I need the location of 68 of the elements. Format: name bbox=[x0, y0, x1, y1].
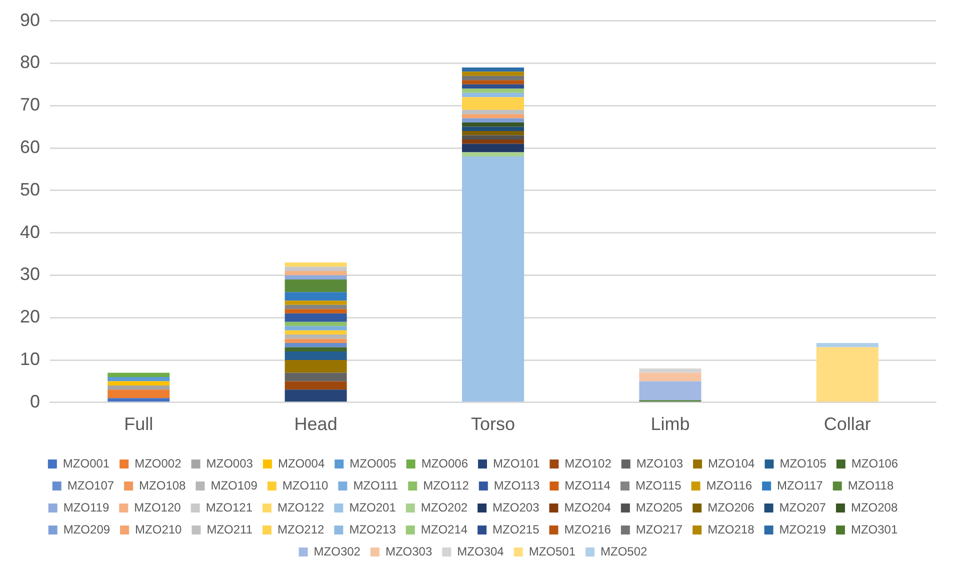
legend-label: MZO110 bbox=[282, 478, 329, 492]
legend-label: MZO502 bbox=[600, 544, 648, 558]
y-tick-label: 30 bbox=[20, 264, 40, 284]
x-tick-label: Collar bbox=[824, 414, 871, 434]
y-tick-label: 50 bbox=[20, 179, 40, 200]
legend-label: MZO002 bbox=[134, 456, 182, 470]
legend-label: MZO206 bbox=[708, 500, 755, 514]
legend-label: MZO209 bbox=[63, 522, 110, 536]
legend-label: MZO302 bbox=[314, 544, 361, 558]
x-tick-label: Full bbox=[124, 414, 154, 434]
legend-label: MZO213 bbox=[349, 522, 396, 536]
legend-label: MZO301 bbox=[850, 522, 898, 536]
legend-label: MZO004 bbox=[278, 456, 325, 470]
legend-label: MZO117 bbox=[777, 478, 824, 492]
legend-label: MZO005 bbox=[350, 456, 397, 470]
legend-label: MZO212 bbox=[278, 522, 325, 536]
y-tick-label: 90 bbox=[20, 10, 40, 30]
legend-label: MZO103 bbox=[636, 456, 684, 470]
legend-label: MZO216 bbox=[564, 522, 612, 536]
legend-label: MZO202 bbox=[420, 500, 468, 514]
x-tick-label: Torso bbox=[471, 414, 516, 434]
legend-label: MZO102 bbox=[564, 456, 612, 470]
legend-label: MZO218 bbox=[708, 522, 755, 536]
legend-label: MZO114 bbox=[564, 478, 611, 492]
y-tick-label: 40 bbox=[20, 222, 40, 242]
legend-label: MZO205 bbox=[636, 500, 683, 514]
legend-label: MZO304 bbox=[457, 544, 504, 558]
legend-label: MZO211 bbox=[206, 522, 253, 536]
y-tick-label: 70 bbox=[20, 94, 40, 115]
y-tick-label: 20 bbox=[20, 306, 40, 327]
legend-label: MZO113 bbox=[494, 478, 540, 492]
legend-label: MZO204 bbox=[564, 500, 612, 514]
legend-label: MZO215 bbox=[492, 522, 540, 536]
legend-label: MZO219 bbox=[779, 522, 826, 536]
legend-label: MZO214 bbox=[420, 522, 468, 536]
legend-label: MZO107 bbox=[67, 478, 114, 492]
legend-label: MZO001 bbox=[62, 456, 110, 470]
legend-label: MZO120 bbox=[134, 500, 182, 514]
legend-label: MZO208 bbox=[850, 500, 898, 514]
legend-label: MZO111 bbox=[353, 478, 398, 492]
legend-label: MZO006 bbox=[421, 456, 468, 470]
y-tick-label: 0 bbox=[30, 391, 40, 412]
y-tick-label: 10 bbox=[20, 348, 40, 369]
legend-label: MZO501 bbox=[528, 544, 576, 558]
legend-label: MZO217 bbox=[636, 522, 683, 536]
legend-label: MZO101 bbox=[493, 456, 540, 470]
legend-label: MZO203 bbox=[492, 500, 540, 514]
legend-label: MZO108 bbox=[139, 478, 186, 492]
legend-label: MZO003 bbox=[206, 456, 254, 470]
legend-label: MZO122 bbox=[278, 500, 325, 514]
legend-label: MZO121 bbox=[206, 500, 253, 514]
y-tick-label: 60 bbox=[20, 136, 40, 157]
legend-label: MZO207 bbox=[779, 500, 826, 514]
legend-label: MZO119 bbox=[63, 500, 110, 514]
legend-label: MZO105 bbox=[780, 456, 827, 470]
legend-label: MZO106 bbox=[851, 456, 898, 470]
legend-label: MZO112 bbox=[423, 478, 470, 492]
legend-label: MZO109 bbox=[210, 478, 258, 492]
legend-label: MZO201 bbox=[349, 500, 396, 514]
legend-label: MZO116 bbox=[706, 478, 752, 492]
x-tick-label: Limb bbox=[650, 414, 690, 434]
x-tick-label: Head bbox=[294, 414, 338, 434]
legend-label: MZO210 bbox=[135, 522, 182, 536]
legend-label: MZO303 bbox=[385, 544, 432, 558]
y-tick-label: 80 bbox=[20, 52, 40, 72]
legend-label: MZO104 bbox=[708, 456, 756, 470]
legend-label: MZO118 bbox=[848, 478, 894, 492]
legend-label: MZO115 bbox=[635, 478, 682, 492]
